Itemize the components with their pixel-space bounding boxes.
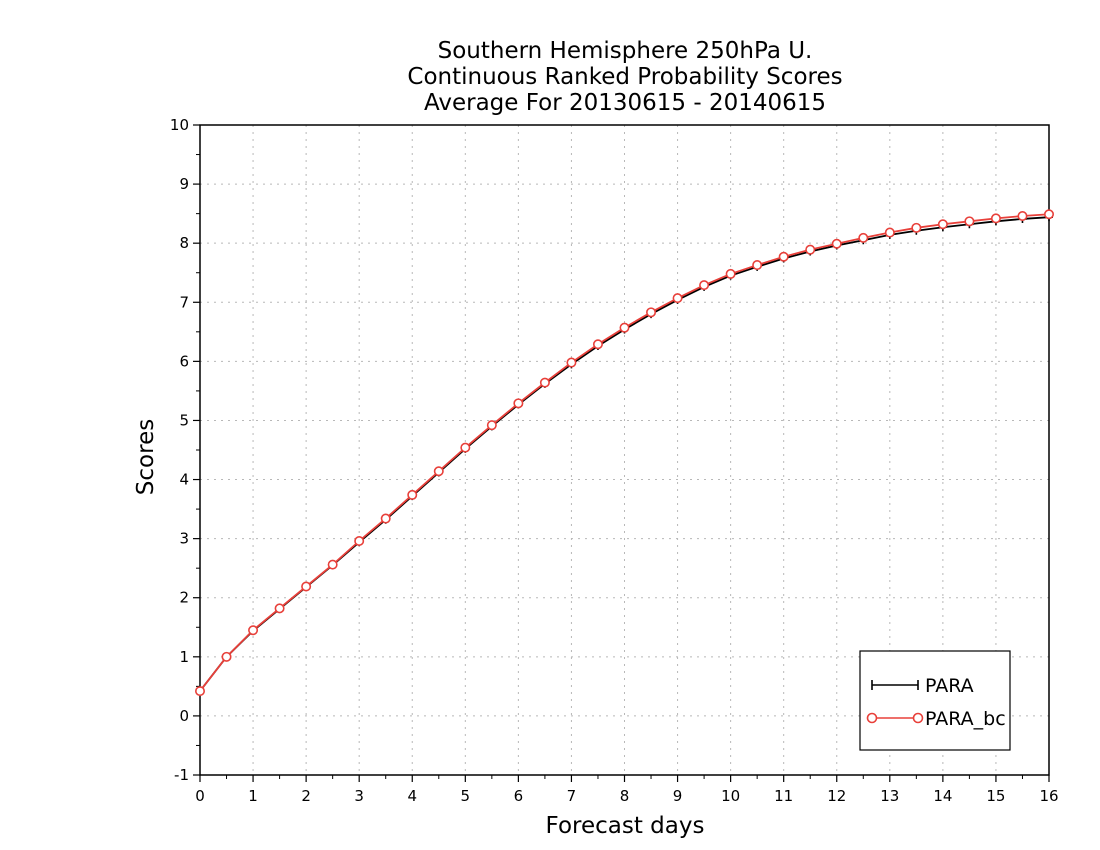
data-point [911,222,922,233]
x-tick-label: 13 [880,787,899,805]
series-line [199,213,1050,692]
y-axis-label: Scores [133,419,159,495]
data-point [1017,211,1028,222]
data-point [699,280,710,291]
y-tick-label: 2 [179,589,189,607]
y-tick-label: 0 [179,707,189,725]
legend-entry-para: PARA [871,675,974,697]
data-point [858,232,869,243]
data-point [592,339,603,350]
data-point [725,268,736,279]
data-series [195,209,1055,697]
x-tick-label: 15 [986,787,1005,805]
x-tick-label: 2 [301,787,311,805]
series-para-bc [195,209,1055,697]
chart-title-line-1: Southern Hemisphere 250hPa U. [438,38,813,64]
data-point [1044,209,1055,220]
x-tick-label: 10 [721,787,740,805]
data-point [327,559,338,570]
y-tick-label: 7 [179,293,189,311]
data-point [752,260,763,271]
data-point [301,581,312,592]
data-point [248,625,259,636]
x-tick-label: 3 [354,787,364,805]
data-point [805,244,816,255]
data-point [539,377,550,388]
data-point [990,213,1001,224]
data-point [433,466,444,477]
x-tick-label: 14 [933,787,952,805]
y-tick-label: 5 [179,411,189,429]
chart-title-line-2: Continuous Ranked Probability Scores [407,64,842,90]
y-tick-label: -1 [174,766,189,784]
x-tick-label: 7 [567,787,577,805]
y-tick-label: 3 [179,530,189,548]
x-axis-label: Forecast days [546,813,705,839]
legend-label-para: PARA [925,675,974,697]
chart-title-line-3: Average For 20130615 - 20140615 [424,90,826,116]
data-point [195,686,206,697]
y-tick-label: 9 [179,175,189,193]
data-point [619,322,630,333]
legend-box [859,650,1011,751]
data-point [380,513,391,524]
x-tick-label: 4 [407,787,417,805]
x-tick-label: 11 [774,787,793,805]
chart-title: Southern Hemisphere 250hPa U. Continuous… [407,38,842,116]
data-point [778,251,789,262]
data-point [884,227,895,238]
x-tick-label: 0 [195,787,205,805]
data-point [486,420,497,431]
data-point [566,357,577,368]
data-point [407,489,418,500]
x-tick-label: 16 [1039,787,1058,805]
y-tick-label: 4 [179,471,189,489]
data-point [964,216,975,227]
data-point [274,603,285,614]
legend-label-para-bc: PARA_bc [925,708,1006,730]
legend-entry-para-bc: PARA_bc [866,708,1006,730]
y-tick-label: 10 [170,116,189,134]
legend: PARA PARA_bc [859,650,1011,751]
x-tick-label: 8 [620,787,630,805]
y-tick-label: 8 [179,234,189,252]
data-point [646,307,657,318]
data-point [672,293,683,304]
data-point [221,651,232,662]
x-tick-label: 5 [461,787,471,805]
x-tick-label: 9 [673,787,683,805]
data-point [513,398,524,409]
data-point [937,219,948,230]
x-tick-label: 6 [514,787,524,805]
x-tick-label: 1 [248,787,258,805]
data-point [354,535,365,546]
y-tick-label: 6 [179,352,189,370]
x-tick-label: 12 [827,787,846,805]
data-point [831,238,842,249]
y-tick-label: 1 [179,648,189,666]
data-point [460,442,471,453]
